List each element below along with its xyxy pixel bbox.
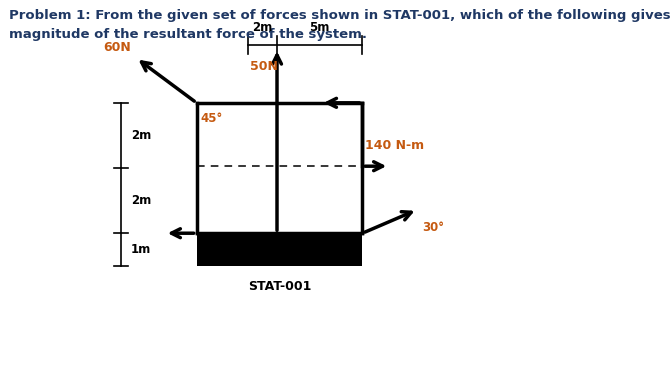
Text: Problem 1: From the given set of forces shown in STAT-001, which of the followin: Problem 1: From the given set of forces … <box>9 9 670 41</box>
Text: 30°: 30° <box>422 220 444 234</box>
Text: 60N: 60N <box>103 41 131 54</box>
Text: 50N: 50N <box>250 60 278 73</box>
Text: 2m: 2m <box>131 194 151 207</box>
Text: STAT-001: STAT-001 <box>248 280 311 293</box>
Text: 2m: 2m <box>131 129 151 142</box>
Text: 140 N-m: 140 N-m <box>364 139 424 152</box>
Text: 45°: 45° <box>200 112 222 125</box>
Text: 1m: 1m <box>131 243 151 256</box>
Bar <box>196 233 362 266</box>
Text: 2m: 2m <box>252 21 273 34</box>
Text: 5m: 5m <box>310 21 330 34</box>
